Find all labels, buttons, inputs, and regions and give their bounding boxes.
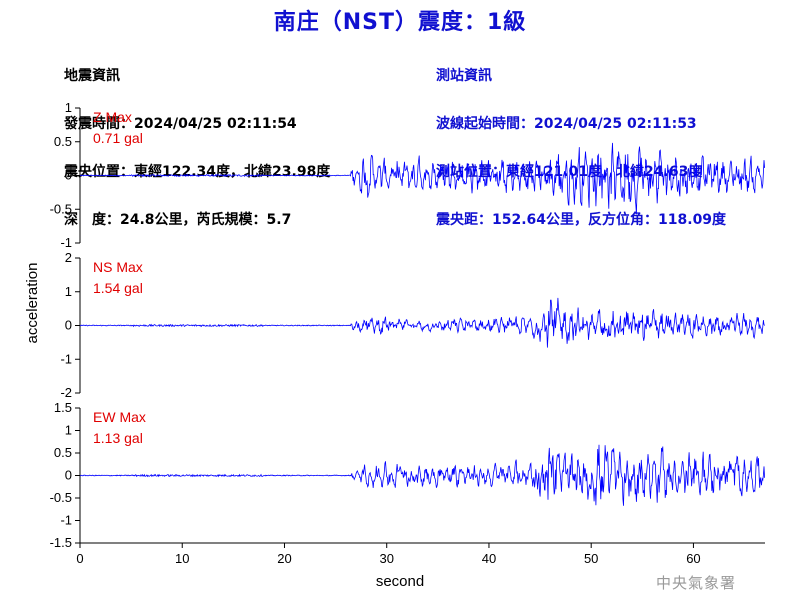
y-tick-label-z: 0.5 xyxy=(54,134,72,149)
agency-name: 中央氣象署 xyxy=(656,574,737,592)
waveform-ns xyxy=(79,297,765,348)
y-tick-label-z: -0.5 xyxy=(50,201,72,216)
epicentral-distance: 震央距：152.64公里，反方位角：118.09度 xyxy=(436,212,727,228)
max-label-z: Z Max xyxy=(93,109,132,125)
x-tick-label: 30 xyxy=(379,551,393,566)
waveform-ew xyxy=(79,444,765,506)
y-tick-label-z: 0 xyxy=(65,168,72,183)
y-tick-label-ns: 2 xyxy=(65,250,72,265)
x-tick-label: 0 xyxy=(76,551,83,566)
station-info-header: 測站資訊 xyxy=(436,68,492,84)
wave-start-time: 波線起始時間：2024/04/25 02:11:53 xyxy=(436,116,697,132)
x-axis-label: second xyxy=(376,573,424,590)
y-tick-label-ew: 1 xyxy=(65,423,72,438)
y-tick-label-ew: 1.5 xyxy=(54,400,72,415)
y-tick-label-z: -1 xyxy=(60,235,72,250)
max-label-ns: NS Max xyxy=(93,259,143,275)
x-tick-label: 40 xyxy=(482,551,496,566)
chart-title: 南庄（NST）震度：1級 xyxy=(273,10,527,35)
y-tick-label-ns: 0 xyxy=(65,318,72,333)
y-tick-label-z: 1 xyxy=(65,100,72,115)
x-tick-label: 50 xyxy=(584,551,598,566)
y-tick-label-ew: 0.5 xyxy=(54,445,72,460)
x-tick-label: 60 xyxy=(686,551,700,566)
y-tick-label-ns: -2 xyxy=(60,385,72,400)
waveform-z xyxy=(79,142,765,215)
station-location: 測站位置：東經121.01度，北緯24.63度 xyxy=(436,164,703,180)
y-tick-label-ns: -1 xyxy=(60,351,72,366)
depth-magnitude: 深 度：24.8公里，芮氏規模：5.7 xyxy=(64,212,292,228)
x-tick-label: 10 xyxy=(175,551,189,566)
y-tick-label-ew: -1.5 xyxy=(50,535,72,550)
y-axis-label: acceleration xyxy=(24,263,41,344)
max-value-ew: 1.13 gal xyxy=(93,430,143,446)
y-tick-label-ew: 0 xyxy=(65,468,72,483)
quake-info-header: 地震資訊 xyxy=(64,68,120,84)
max-value-ns: 1.54 gal xyxy=(93,280,143,296)
max-value-z: 0.71 gal xyxy=(93,130,143,146)
y-tick-label-ew: -0.5 xyxy=(50,490,72,505)
x-tick-label: 20 xyxy=(277,551,291,566)
station-info-block: 測站資訊 波線起始時間：2024/04/25 02:11:53 測站位置：東經1… xyxy=(436,36,726,244)
origin-time: 發震時間：2024/04/25 02:11:54 xyxy=(64,116,297,132)
max-label-ew: EW Max xyxy=(93,409,146,425)
y-tick-label-ew: -1 xyxy=(60,513,72,528)
quake-info-block: 地震資訊 發震時間：2024/04/25 02:11:54 震央位置：東經122… xyxy=(64,36,330,244)
y-tick-label-ns: 1 xyxy=(65,284,72,299)
